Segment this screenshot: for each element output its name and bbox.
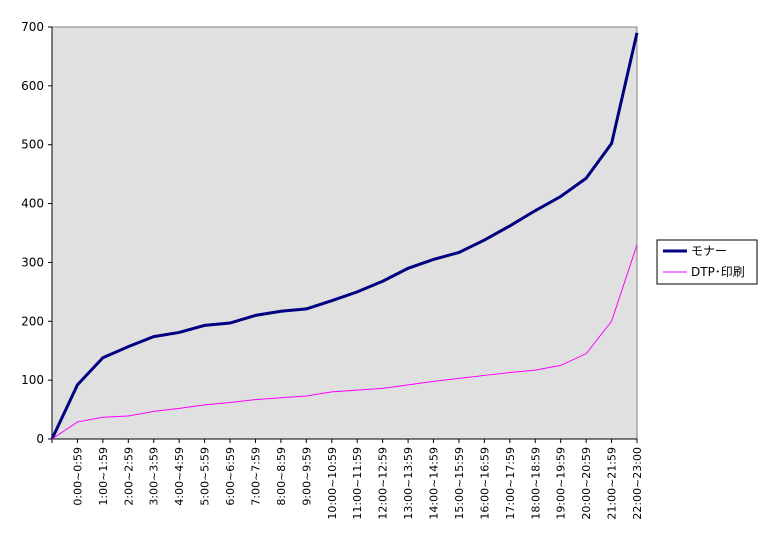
x-tick-label: 16:00~16:59 [478, 447, 491, 520]
y-tick-label: 0 [36, 432, 44, 446]
x-tick-label: 9:00~9:59 [300, 447, 313, 506]
x-tick-label: 22:00~23:00 [631, 447, 644, 520]
x-tick-label: 3:00~3:59 [148, 447, 161, 506]
legend-box [656, 239, 758, 285]
x-tick-label: 19:00~19:59 [555, 447, 568, 520]
x-tick-label: 10:00~10:59 [326, 447, 339, 520]
series-line [51, 244, 638, 440]
legend-label: モナー [691, 244, 727, 258]
x-tick-label: 17:00~17:59 [504, 447, 517, 520]
x-tick-label: 7:00~7:59 [249, 447, 262, 506]
x-tick-label: 11:00~11:59 [351, 447, 364, 520]
x-tick-label: 8:00~8:59 [275, 447, 288, 506]
y-tick-label: 400 [21, 197, 44, 211]
x-tick-label: 1:00~1:59 [97, 447, 110, 506]
x-tick-label: 2:00~2:59 [122, 447, 135, 506]
legend-label: DTP･印刷 [691, 265, 745, 279]
plot-area [51, 26, 638, 440]
y-tick-label: 300 [21, 255, 44, 269]
x-tick-label: 5:00~5:59 [199, 447, 212, 506]
y-tick-label: 600 [21, 79, 44, 93]
x-tick-label: 6:00~6:59 [224, 447, 237, 506]
series-line [50, 32, 639, 440]
x-tick-label: 21:00~21:59 [606, 447, 619, 520]
x-tick-label: 4:00~4:59 [173, 447, 186, 506]
x-tick-label: 14:00~14:59 [428, 447, 441, 520]
x-tick-label: 20:00~20:59 [580, 447, 593, 520]
y-tick-label: 700 [21, 20, 44, 34]
x-tick-label: 0:00~0:59 [71, 447, 84, 506]
x-tick-label: 12:00~12:59 [377, 447, 390, 520]
y-tick-label: 100 [21, 373, 44, 387]
x-tick-label: 18:00~18:59 [529, 447, 542, 520]
y-tick-label: 500 [21, 138, 44, 152]
x-tick-label: 15:00~15:59 [453, 447, 466, 520]
y-tick-label: 200 [21, 314, 44, 328]
x-tick-label: 13:00~13:59 [402, 447, 415, 520]
